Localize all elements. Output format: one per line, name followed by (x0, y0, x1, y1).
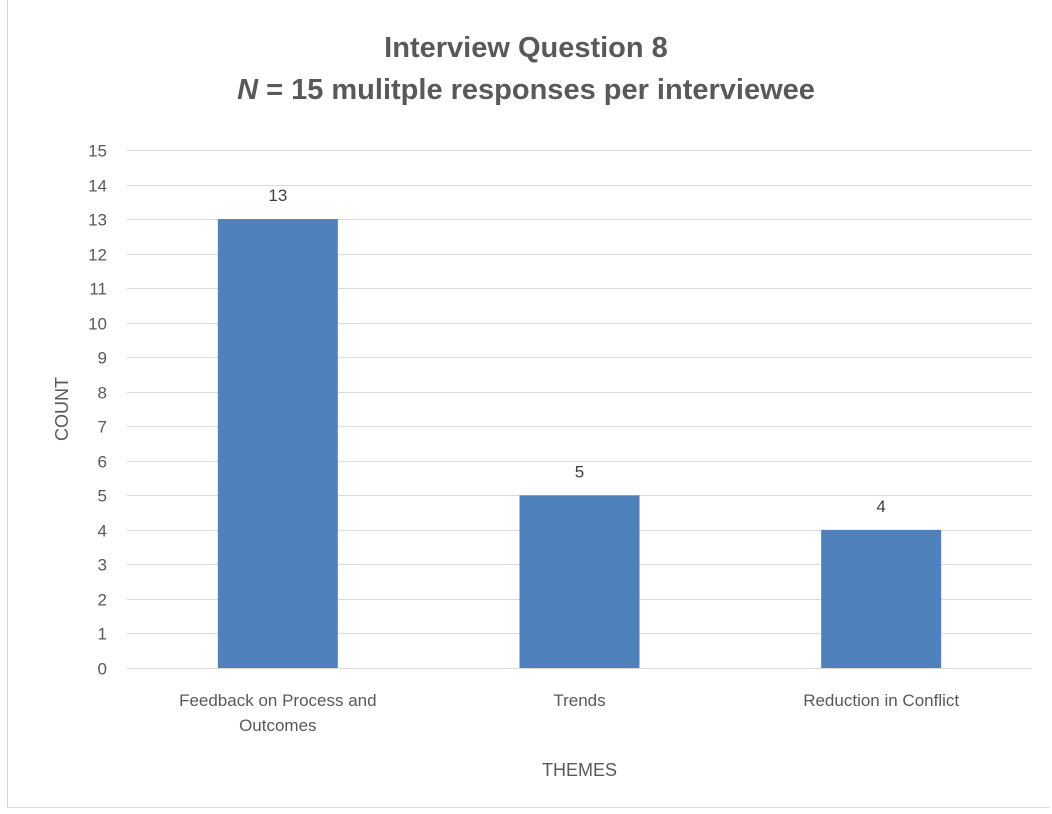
y-tick-label: 5 (98, 487, 107, 506)
bar-value-label: 13 (268, 186, 287, 205)
y-tick-label: 7 (98, 418, 107, 437)
y-tick-label: 8 (98, 384, 107, 403)
y-tick-label: 10 (88, 315, 107, 334)
y-axis-title: COUNT (52, 377, 72, 441)
y-tick-label: 15 (88, 142, 107, 161)
bars (217, 219, 942, 669)
x-category-label: Feedback on Process and (179, 691, 377, 710)
y-tick-label: 9 (98, 349, 107, 368)
subtitle-variable: N (237, 74, 259, 106)
bar (217, 219, 338, 669)
y-tick-label: 14 (88, 177, 107, 196)
y-tick-label: 4 (98, 522, 107, 541)
y-tick-label: 13 (88, 211, 107, 230)
bar-value-label: 4 (876, 497, 885, 516)
chart-subtitle: N = 15 mulitple responses per interviewe… (0, 74, 1052, 107)
y-tick-label: 6 (98, 453, 107, 472)
y-tick-label: 0 (98, 660, 107, 679)
x-axis-title: THEMES (542, 760, 617, 780)
y-tick-label: 2 (98, 591, 107, 610)
y-tick-label: 12 (88, 246, 107, 265)
subtitle-text: = 15 mulitple responses per interviewee (258, 74, 815, 106)
x-axis-categories: Feedback on Process and Outcomes Trends Red… (179, 691, 959, 735)
y-tick-label: 11 (89, 280, 107, 299)
bar (519, 495, 640, 668)
bar-value-label: 5 (575, 462, 584, 481)
chart-title: Interview Question 8 (384, 32, 668, 64)
y-tick-label: 1 (98, 625, 107, 644)
y-tick-label: 3 (98, 556, 107, 575)
bar (821, 529, 942, 668)
x-category-label: Outcomes (239, 716, 316, 735)
x-category-label: Reduction in Conflict (803, 691, 959, 710)
chart-frame (7, 0, 1049, 808)
data-labels: 13 5 4 (268, 186, 886, 516)
x-category-label: Trends (553, 691, 605, 710)
